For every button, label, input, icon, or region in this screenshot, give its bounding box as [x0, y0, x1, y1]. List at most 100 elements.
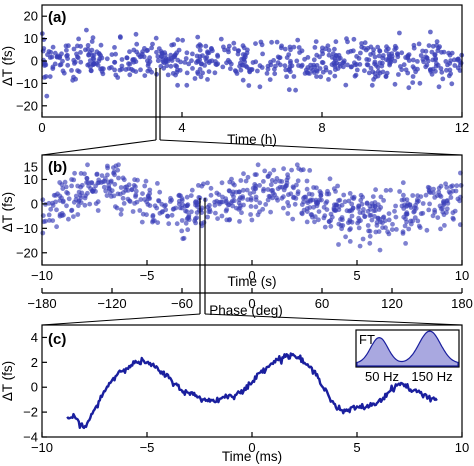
panel-a-point [314, 74, 319, 79]
panel-b-point [356, 204, 361, 210]
panel-b-point [350, 205, 356, 211]
panel-a-point [368, 65, 374, 71]
panel-b-point [318, 193, 324, 198]
panel-b-point [370, 203, 376, 209]
panel-b-point [137, 208, 143, 213]
panel-b-point [438, 183, 444, 189]
panel-b-point [236, 200, 242, 206]
panel-a-point [91, 52, 97, 58]
panel-b-point [168, 199, 173, 204]
panel-b-point [78, 184, 83, 190]
panel-b-point [78, 200, 84, 206]
panel-a-point [323, 65, 329, 70]
panel-a-point [60, 68, 66, 74]
panel-a-point [440, 76, 446, 82]
panel-b-x-tick-label: 5 [353, 268, 360, 283]
panel-a-point [348, 64, 354, 70]
panel-a-point [195, 58, 201, 64]
panel-a-point [126, 66, 132, 71]
panel-b-point [166, 221, 172, 227]
panel-b-point [308, 197, 314, 203]
panel-a-point [343, 82, 349, 88]
panel-b-point [436, 189, 442, 195]
panel-b-point [263, 202, 269, 207]
panel-b-point [54, 207, 59, 213]
panel-b-point [333, 189, 338, 194]
panel-b-point [380, 225, 385, 231]
panel-a-point [159, 54, 165, 59]
panel-a-y-ticks: 20 10 0 −10 −20 [16, 9, 47, 113]
panel-a-point [198, 74, 204, 80]
panel-a-point [272, 66, 277, 72]
panel-a-point [392, 58, 398, 64]
panel-a-point [383, 74, 389, 80]
panel-a-point [439, 69, 445, 75]
zoom-connector-a-b [41, 68, 463, 156]
panel-a-point [330, 51, 336, 56]
panel-a-point [246, 83, 252, 88]
panel-b-point [359, 201, 365, 207]
panel-a-point [457, 68, 463, 73]
panel-a-point [46, 49, 52, 54]
panel-a-point [455, 57, 460, 63]
panel-a-point [341, 64, 346, 70]
panel-b-point [185, 227, 191, 233]
panel-b-point [440, 209, 446, 215]
panel-a-point [359, 41, 364, 46]
panel-b-point [338, 217, 343, 222]
panel-b-point [406, 226, 412, 232]
panel-b-point [435, 215, 441, 221]
panel-b-point [402, 223, 408, 229]
panel-b-point [410, 218, 416, 224]
panel-b-point [145, 194, 151, 200]
panel-a-point [43, 74, 49, 79]
panel-a-point [354, 54, 359, 59]
panel-b-point [347, 239, 353, 244]
panel-a-point [386, 58, 391, 63]
phase-axis-tick-label: 120 [381, 296, 403, 311]
panel-b-point [356, 225, 362, 231]
panel-a-point [377, 48, 383, 54]
panel-a-point [341, 58, 347, 64]
panel-b-point [413, 202, 418, 208]
panel-a-point [435, 48, 441, 54]
panel-b-point [306, 191, 312, 197]
panel-a-point [314, 63, 320, 68]
panel-a-point [153, 35, 159, 41]
panel-a-point [66, 43, 71, 49]
panel-b-point [327, 176, 333, 182]
panel-a-point [155, 54, 161, 59]
panel-b-point [73, 197, 79, 203]
panel-b-y-tick-label: −10 [16, 221, 38, 236]
panel-a-point [420, 57, 426, 62]
panel-b-point [457, 198, 462, 204]
panel-c-y-tick-label: −4 [23, 430, 38, 445]
panel-a-point [247, 68, 253, 74]
panel-b-point [66, 196, 72, 202]
panel-b-point [253, 194, 259, 200]
panel-b-point [399, 203, 405, 209]
panel-b-point [182, 203, 188, 209]
panel-b-point [75, 212, 81, 217]
panel-a-point [392, 81, 398, 87]
panel-b-point [407, 202, 413, 208]
panel-a-point [449, 81, 455, 87]
panel-b-point [389, 227, 395, 233]
panel-a-point [165, 72, 171, 78]
panel-a-point [133, 31, 139, 37]
panel-b-point [279, 195, 285, 201]
panel-b-point [179, 218, 185, 223]
panel-a-point [112, 45, 117, 50]
panel-b-x-tick-label: −5 [140, 268, 155, 283]
panel-a-point [332, 46, 337, 52]
panel-b-point [341, 192, 347, 198]
panel-c-y-tick-label: −2 [23, 405, 38, 420]
panel-a-point [88, 68, 94, 73]
panel-a-point [178, 59, 184, 65]
panel-b-point [250, 185, 256, 191]
panel-b-point [321, 215, 327, 221]
panel-b-point [383, 188, 389, 193]
panel-b-y-tick-label: 0 [31, 196, 38, 211]
panel-b-point [346, 198, 352, 204]
panel-b-point [366, 228, 371, 234]
